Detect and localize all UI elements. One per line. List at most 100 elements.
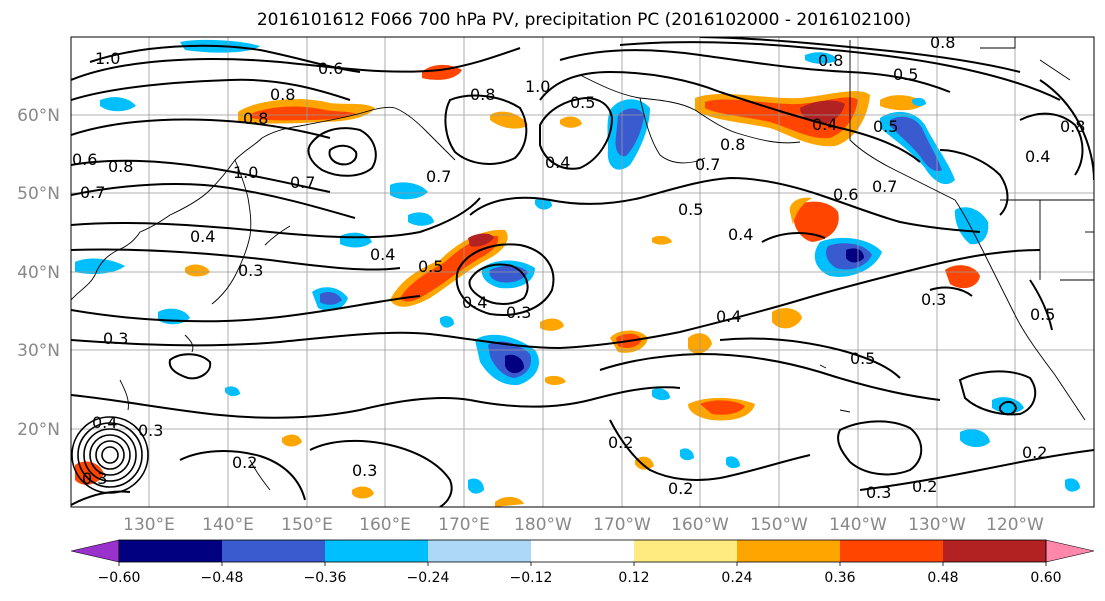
latitude-labels: 60°N 50°N 40°N 30°N 20°N [17, 106, 60, 440]
lon-label: 150°E [281, 515, 333, 535]
lon-label: 170°E [438, 515, 490, 535]
contour-label: 0.5 [873, 117, 898, 136]
contour-label: 0.8 [720, 135, 745, 154]
precip-neg-west-2 [75, 258, 125, 274]
contour-label: 0.8 [930, 33, 955, 52]
contour-label: 0.8 [1060, 117, 1085, 136]
lon-label: 160°W [671, 515, 729, 535]
typhoon-contours [71, 416, 149, 494]
colorbar-segment [531, 540, 635, 562]
plot-frame [70, 36, 1095, 508]
map-title: 2016101612 F066 700 hPa PV, precipitatio… [257, 10, 911, 30]
colorbar: −0.60 −0.48 −0.36 −0.24 −0.12 0.12 0.24 0.36 0.4… [70, 539, 1095, 586]
contour-label: 1.0 [233, 163, 258, 182]
precip-neg-alaska-core [890, 116, 942, 172]
colorbar-frame [118, 539, 1047, 563]
contour-label: 0.6 [72, 150, 97, 169]
precip-pos-coast-ne [880, 95, 925, 111]
colorbar-tick-label: −0.48 [201, 570, 244, 586]
precip-neg-north-2 [100, 97, 136, 112]
precip-pos-bering-max [800, 100, 845, 124]
lon-label: 140°E [202, 515, 254, 535]
colorbar-segment [634, 540, 738, 562]
contour-label: 0.3 [866, 483, 891, 502]
lon-label: 130°E [123, 515, 175, 535]
contour-label: 0.8 [818, 51, 843, 70]
colorbar-segment [840, 540, 944, 562]
contour-label: 0.7 [80, 183, 105, 202]
colorbar-tick-label: −0.24 [407, 570, 450, 586]
contour-label: 1.0 [525, 77, 550, 96]
precip-neg-small-8 [726, 456, 740, 469]
contour-label: 0.4 [728, 225, 753, 244]
contour-label: 1.0 [95, 49, 120, 68]
precip-pos-small-7 [652, 235, 672, 245]
precip-pos-small-6 [635, 456, 654, 470]
precip-neg-small-11 [912, 97, 926, 107]
coastlines [71, 37, 1094, 491]
contour-label: 0.3 [506, 303, 531, 322]
contour-label: 0.6 [318, 59, 343, 78]
colorbar-tick-label: −0.12 [510, 570, 553, 586]
precip-neg-small-10 [652, 388, 670, 401]
precip-neg-small-6 [1065, 478, 1080, 492]
precip-neg-coast [954, 207, 989, 245]
lat-label: 60°N [17, 106, 60, 126]
colorbar-tick-label: 0.48 [927, 570, 958, 586]
colorbar-segments [70, 539, 1095, 563]
precip-pos-small-9 [560, 116, 582, 128]
precip-neg-west-core [320, 292, 342, 305]
precip-neg-east-low-max [846, 248, 864, 263]
contour-label: 0.5 [418, 257, 443, 276]
contour-label: 0.8 [108, 157, 133, 176]
precip-neg-center-north-2 [408, 212, 434, 226]
colorbar-segment [222, 540, 326, 562]
colorbar-tick-label: −0.36 [304, 570, 347, 586]
contour-label: 0.3 [103, 329, 128, 348]
precip-pos-small-1 [185, 264, 210, 277]
contour-label: 0.4 [462, 293, 487, 312]
contour-label: 0.7 [426, 167, 451, 186]
contour-label: 0.5 [850, 349, 875, 368]
colorbar-tick-label: 0.24 [721, 570, 752, 586]
colorbar-segment [737, 540, 841, 562]
contour-label: 0.2 [668, 479, 693, 498]
colorbar-segment [428, 540, 532, 562]
precip-pos-gulf [793, 201, 839, 242]
contour-label: 0.7 [695, 155, 720, 174]
contour-label: 0.5 [678, 200, 703, 219]
precip-pos-typhoon [75, 461, 104, 485]
contour-label: 0.8 [470, 85, 495, 104]
colorbar-arrow-right [1045, 539, 1095, 563]
precip-neg-north-3 [805, 52, 838, 64]
contour-label: 0.3 [138, 421, 163, 440]
contour-label: 0.5 [1030, 305, 1055, 324]
colorbar-tick-label: 0.60 [1030, 570, 1061, 586]
colorbar-arrow-left [70, 539, 120, 563]
colorbar-tick-label: −0.60 [98, 570, 141, 586]
precip-pos-nw-pacific [490, 111, 528, 129]
lon-label: 150°W [750, 515, 808, 535]
contour-label: 0.4 [190, 227, 215, 246]
contour-label: 0.8 [243, 109, 268, 128]
contour-label: 0.7 [872, 177, 897, 196]
map-layers: 1.0 0.6 0.8 0.8 0.8 1.0 0.5 0.8 0.8 0.5 … [71, 33, 1094, 507]
lon-label: 130°W [908, 515, 966, 535]
contour-label: 0.5 [893, 65, 918, 84]
precip-pos-north-japan-core [250, 106, 356, 121]
precip-pos-small-8 [545, 375, 566, 385]
contour-label: 0.4 [716, 307, 741, 326]
lon-label: 170°W [593, 515, 651, 535]
precip-pos-hawaii-core [700, 400, 745, 415]
contour-label: 0.3 [238, 261, 263, 280]
contour-label: 0.3 [352, 461, 377, 480]
precip-pos-east-2 [772, 308, 802, 329]
pv-contours [71, 37, 1094, 507]
precip-neg-center-north [390, 182, 428, 200]
precip-neg-bering-core [615, 108, 644, 157]
contour-label: 0.3 [921, 290, 946, 309]
contour-label: 0.4 [1025, 147, 1050, 166]
precip-pos-coast-sw [945, 265, 980, 289]
precip-pos-small-5 [540, 318, 564, 331]
